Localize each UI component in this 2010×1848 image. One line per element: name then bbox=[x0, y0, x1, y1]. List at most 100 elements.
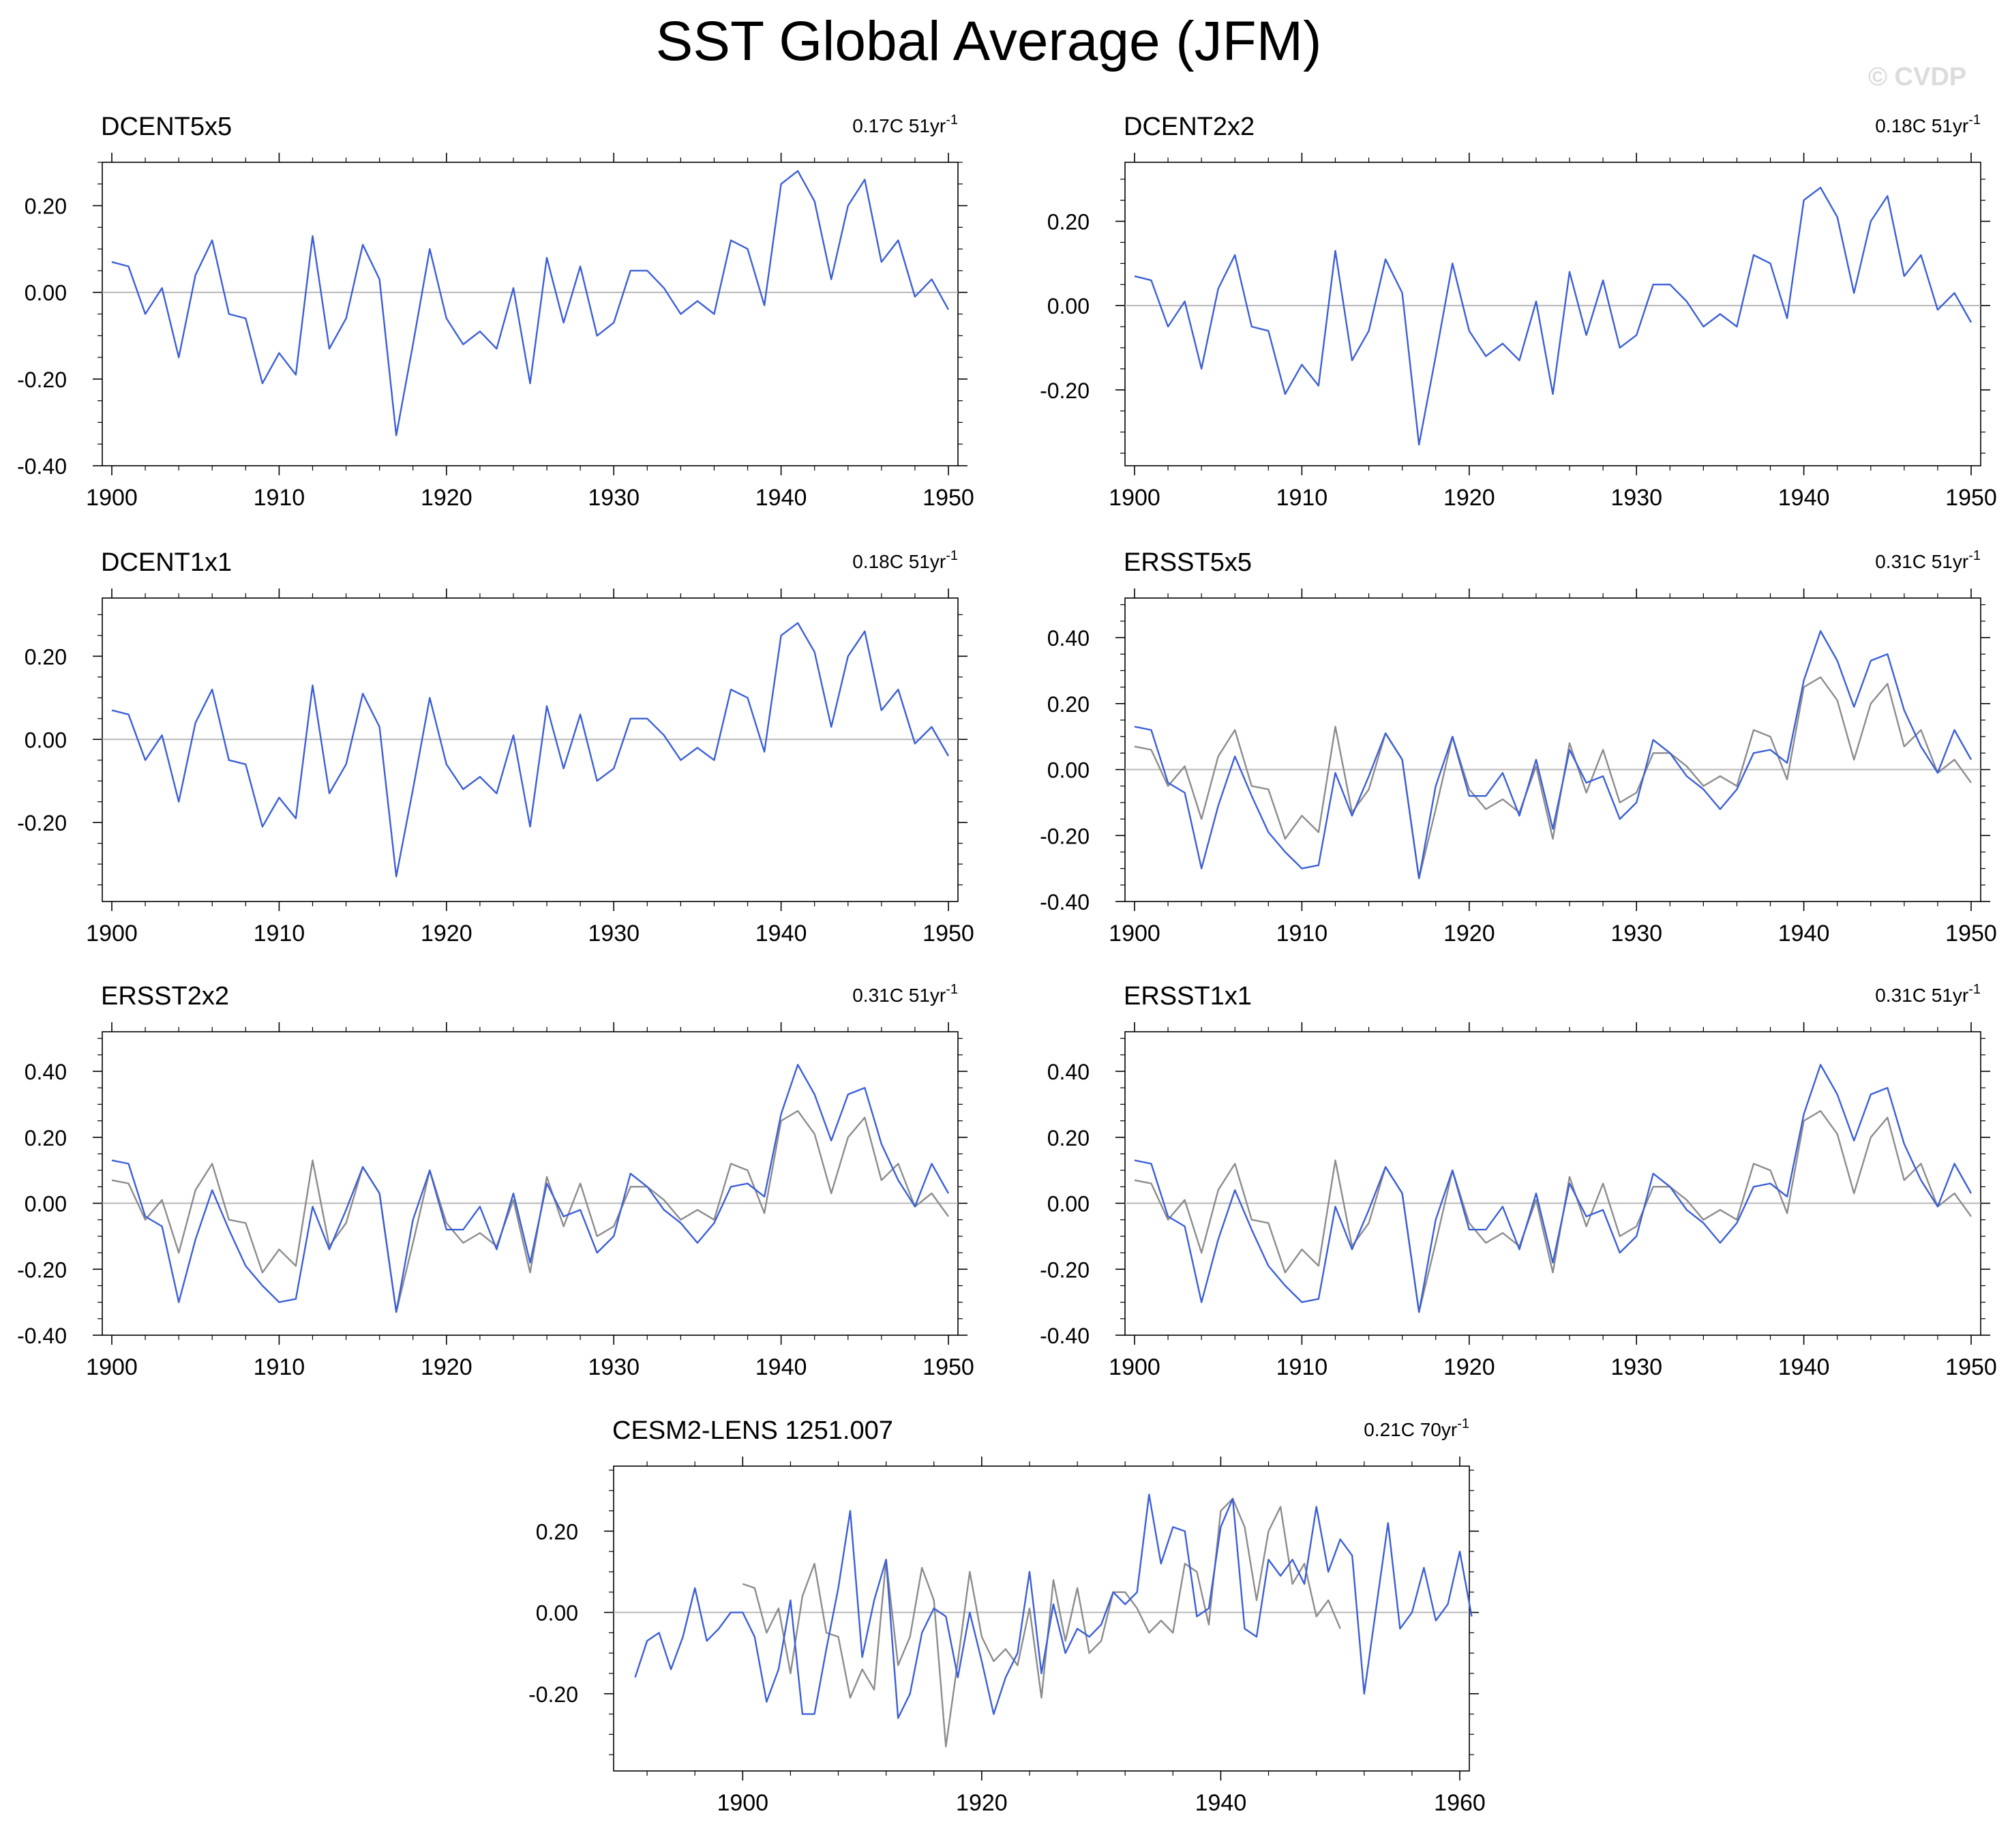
y-tick-label: 0.20 bbox=[536, 1519, 578, 1544]
series-line-reference bbox=[742, 1497, 1341, 1748]
x-tick-label: 1950 bbox=[1945, 1354, 1997, 1380]
series-line-model bbox=[111, 1064, 950, 1313]
trend-label: 0.31C 51yr-1 bbox=[852, 982, 958, 1006]
panel-title: ERSST2x2 bbox=[101, 982, 229, 1011]
x-tick-label: 1930 bbox=[588, 1354, 640, 1380]
series-line-model bbox=[111, 170, 950, 436]
trend-label: 0.31C 51yr-1 bbox=[1875, 548, 1981, 572]
y-tick-label: -0.20 bbox=[1040, 378, 1090, 403]
watermark: © CVDP bbox=[1868, 63, 1967, 91]
x-tick-label: 1950 bbox=[922, 921, 974, 947]
y-tick-label: -0.20 bbox=[1040, 824, 1090, 848]
plot-frame bbox=[1124, 162, 1981, 466]
x-tick-label: 1930 bbox=[1610, 485, 1662, 511]
chart-panel: ERSST5x5 0.31C 51yr-1 1900 1910 1920 1930 1940… bbox=[1040, 548, 1997, 947]
panel-title: ERSST1x1 bbox=[1124, 982, 1252, 1011]
y-tick-label: 0.00 bbox=[25, 281, 67, 305]
y-tick-label: 0.20 bbox=[25, 194, 67, 219]
y-tick-label: 0.00 bbox=[1047, 294, 1090, 318]
x-tick-label: 1950 bbox=[922, 485, 974, 511]
trend-label: 0.21C 70yr-1 bbox=[1364, 1416, 1469, 1440]
x-tick-label: 1910 bbox=[1276, 1354, 1328, 1380]
trend-label: 0.17C 51yr-1 bbox=[852, 113, 958, 136]
panel-title: DCENT5x5 bbox=[101, 113, 232, 141]
trend-label: 0.31C 51yr-1 bbox=[1875, 982, 1981, 1006]
plot-frame bbox=[1124, 1031, 1981, 1336]
chart-panel: ERSST1x1 0.31C 51yr-1 1900 1910 1920 1930 1940… bbox=[1040, 982, 1997, 1380]
x-tick-label: 1930 bbox=[588, 921, 640, 947]
x-tick-label: 1940 bbox=[1195, 1790, 1247, 1816]
y-tick-label: 0.00 bbox=[25, 1192, 67, 1217]
y-tick-label: 0.40 bbox=[1047, 1060, 1090, 1084]
y-tick-label: 0.20 bbox=[1047, 1126, 1090, 1150]
y-tick-label: -0.20 bbox=[1040, 1257, 1090, 1282]
series-line-model bbox=[1134, 1064, 1972, 1313]
x-tick-label: 1940 bbox=[1778, 1354, 1830, 1380]
series-line-reference bbox=[1134, 1109, 1972, 1313]
series-line-model bbox=[1134, 186, 1972, 446]
x-tick-label: 1900 bbox=[86, 485, 138, 511]
plot-frame bbox=[102, 1031, 959, 1336]
y-tick-label: 0.00 bbox=[536, 1601, 578, 1626]
x-tick-label: 1940 bbox=[755, 921, 807, 947]
y-tick-label: 0.20 bbox=[25, 644, 67, 669]
x-tick-label: 1920 bbox=[421, 921, 472, 947]
y-tick-label: 0.20 bbox=[1047, 210, 1090, 235]
x-tick-label: 1930 bbox=[588, 485, 640, 511]
series-line-reference bbox=[111, 1109, 949, 1313]
x-tick-label: 1910 bbox=[1276, 921, 1328, 947]
x-tick-label: 1900 bbox=[1109, 485, 1160, 511]
y-tick-label: -0.40 bbox=[1040, 890, 1090, 914]
figure-title: SST Global Average (JFM) bbox=[655, 10, 1322, 72]
y-tick-label: -0.20 bbox=[17, 1257, 67, 1282]
plot-frame bbox=[1124, 597, 1981, 902]
x-tick-label: 1920 bbox=[1443, 921, 1495, 947]
y-tick-label: 0.20 bbox=[25, 1126, 67, 1150]
x-tick-label: 1900 bbox=[717, 1790, 768, 1816]
y-tick-label: -0.20 bbox=[17, 811, 67, 835]
trend-label: 0.18C 51yr-1 bbox=[1875, 113, 1981, 136]
x-tick-label: 1900 bbox=[86, 921, 138, 947]
y-tick-label: -0.40 bbox=[1040, 1324, 1090, 1348]
series-line-model bbox=[634, 1493, 1473, 1719]
x-tick-label: 1950 bbox=[1945, 921, 1997, 947]
panel-title: ERSST5x5 bbox=[1124, 548, 1252, 577]
y-tick-label: 0.00 bbox=[25, 728, 67, 752]
y-tick-label: -0.20 bbox=[528, 1682, 578, 1707]
x-tick-label: 1960 bbox=[1434, 1790, 1486, 1816]
x-tick-label: 1920 bbox=[1443, 1354, 1495, 1380]
chart-panel: CESM2-LENS 1251.007 0.21C 70yr-1 1900 1920 1… bbox=[528, 1416, 1486, 1816]
panel-title: DCENT2x2 bbox=[1124, 113, 1255, 141]
y-tick-label: -0.40 bbox=[17, 454, 67, 479]
y-tick-label: 0.40 bbox=[1047, 626, 1090, 651]
panel-title: DCENT1x1 bbox=[101, 548, 232, 577]
x-tick-label: 1940 bbox=[755, 485, 807, 511]
chart-panel: DCENT1x1 0.18C 51yr-1 1900 1910 1920 1930 1940… bbox=[17, 548, 974, 947]
series-line-model bbox=[111, 622, 950, 878]
chart-panel: ERSST2x2 0.31C 51yr-1 1900 1910 1920 1930 1940… bbox=[17, 982, 974, 1380]
x-tick-label: 1910 bbox=[254, 485, 305, 511]
plot-frame bbox=[613, 1465, 1470, 1772]
x-tick-label: 1920 bbox=[1443, 485, 1495, 511]
y-tick-label: 0.00 bbox=[1047, 758, 1090, 783]
x-tick-label: 1900 bbox=[86, 1354, 138, 1380]
x-tick-label: 1940 bbox=[755, 1354, 807, 1380]
x-tick-label: 1910 bbox=[254, 921, 305, 947]
trend-label: 0.18C 51yr-1 bbox=[852, 548, 958, 572]
series-line-reference bbox=[1134, 676, 1972, 880]
x-tick-label: 1900 bbox=[1109, 1354, 1160, 1380]
x-tick-label: 1940 bbox=[1778, 921, 1830, 947]
plot-frame bbox=[102, 597, 959, 902]
x-tick-label: 1920 bbox=[421, 485, 472, 511]
y-tick-label: -0.20 bbox=[17, 368, 67, 392]
y-tick-label: 0.20 bbox=[1047, 692, 1090, 717]
x-tick-label: 1900 bbox=[1109, 921, 1160, 947]
x-tick-label: 1920 bbox=[421, 1354, 472, 1380]
series-line-model bbox=[1134, 630, 1972, 880]
x-tick-label: 1910 bbox=[1276, 485, 1328, 511]
x-tick-label: 1950 bbox=[1945, 485, 1997, 511]
x-tick-label: 1920 bbox=[956, 1790, 1008, 1816]
x-tick-label: 1930 bbox=[1610, 1354, 1662, 1380]
